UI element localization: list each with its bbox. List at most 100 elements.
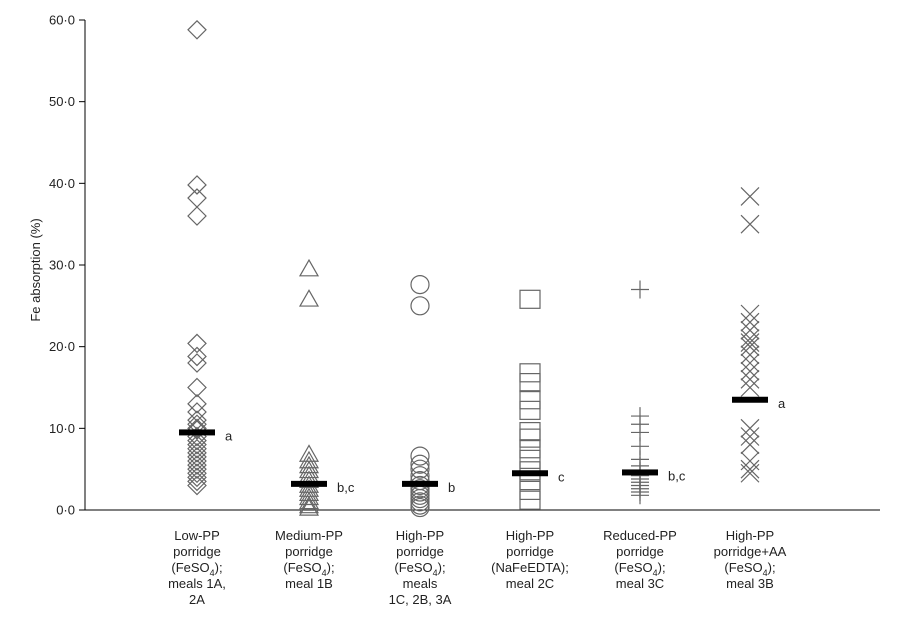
y-tick-label: 50·0 bbox=[49, 94, 75, 109]
category-label-line: porridge bbox=[173, 544, 221, 559]
square-marker bbox=[519, 363, 541, 383]
cross-marker bbox=[740, 337, 760, 357]
square-marker bbox=[519, 439, 541, 459]
category-label-line: Low-PP bbox=[174, 528, 220, 543]
diamond-marker bbox=[187, 467, 207, 488]
category-label-line: meal 2C bbox=[506, 576, 554, 591]
plus-marker bbox=[631, 280, 649, 299]
triangle-marker bbox=[298, 444, 320, 462]
diamond-marker bbox=[187, 333, 207, 354]
cross-marker bbox=[740, 186, 760, 206]
y-tick-label: 60·0 bbox=[49, 13, 75, 28]
data-points bbox=[187, 19, 760, 518]
median-bar bbox=[622, 469, 658, 476]
cross-marker bbox=[740, 214, 760, 234]
category-label-line: High-PP bbox=[396, 528, 444, 543]
y-axis-ticks: 0·0 10·0 20·0 30·0 40·0 50·0 60·0 bbox=[49, 13, 85, 518]
diamond-marker bbox=[187, 455, 207, 475]
median-bar bbox=[732, 396, 768, 403]
diamond-marker bbox=[187, 438, 207, 459]
cross-marker bbox=[740, 361, 760, 381]
square-marker bbox=[519, 422, 541, 442]
triangle-marker bbox=[298, 487, 320, 506]
diamond-marker bbox=[187, 475, 207, 496]
significance-letter: c bbox=[558, 469, 565, 484]
significance-letter: b bbox=[448, 480, 455, 495]
triangle-marker bbox=[298, 495, 320, 514]
diamond-marker bbox=[187, 393, 207, 414]
cross-marker bbox=[740, 312, 760, 332]
cross-marker bbox=[740, 418, 760, 438]
square-marker bbox=[519, 390, 541, 410]
triangle-marker bbox=[298, 498, 320, 516]
diamond-marker bbox=[187, 206, 207, 226]
cross-marker bbox=[740, 459, 760, 479]
y-tick-label: 30·0 bbox=[49, 258, 75, 273]
circle-marker bbox=[410, 296, 430, 316]
triangle-marker bbox=[298, 470, 320, 488]
cross-marker bbox=[740, 427, 760, 446]
y-tick-label: 40·0 bbox=[49, 176, 75, 191]
triangle-marker bbox=[298, 455, 320, 474]
cross-marker bbox=[740, 378, 760, 397]
category-label-line: 2A bbox=[189, 592, 205, 607]
cross-marker bbox=[740, 353, 760, 373]
circle-marker bbox=[410, 275, 430, 295]
triangle-marker bbox=[298, 450, 320, 469]
diamond-marker bbox=[187, 463, 207, 484]
category-label-line: meals bbox=[403, 576, 438, 591]
diamond-marker bbox=[187, 447, 207, 467]
square-marker bbox=[519, 490, 541, 510]
diamond-marker bbox=[187, 434, 207, 455]
category-label-line: High-PP bbox=[726, 528, 774, 543]
cross-marker bbox=[740, 435, 760, 455]
category-label-line: (FeSO4); bbox=[171, 560, 222, 578]
significance-letter: a bbox=[778, 396, 786, 411]
median-bar bbox=[291, 480, 327, 487]
diamond-marker bbox=[187, 175, 207, 195]
diamond-marker bbox=[187, 442, 207, 463]
diamond-marker bbox=[187, 377, 207, 398]
y-tick-label: 10·0 bbox=[49, 421, 75, 436]
triangle-marker bbox=[298, 258, 320, 277]
square-marker bbox=[519, 373, 541, 393]
category-label-line: meal 3C bbox=[616, 576, 664, 591]
category-label-line: High-PP bbox=[506, 528, 554, 543]
category-label-line: Reduced-PP bbox=[603, 528, 677, 543]
category-label-line: porridge+AA bbox=[714, 544, 787, 559]
category-label-line: (NaFeEDTA); bbox=[491, 560, 569, 575]
category-label-line: porridge bbox=[616, 544, 664, 559]
category-label-line: porridge bbox=[396, 544, 444, 559]
square-marker bbox=[519, 289, 541, 309]
median-bar bbox=[179, 429, 215, 436]
significance-letter: b,c bbox=[337, 480, 355, 495]
category-label-line: porridge bbox=[506, 544, 554, 559]
category-label-line: (FeSO4); bbox=[724, 560, 775, 578]
diamond-marker bbox=[187, 459, 207, 480]
square-marker bbox=[519, 449, 541, 469]
diamond-marker bbox=[187, 19, 207, 40]
diamond-marker bbox=[187, 418, 207, 439]
circle-marker bbox=[410, 454, 430, 474]
diamond-marker bbox=[187, 471, 207, 492]
diamond-marker bbox=[187, 410, 207, 431]
y-tick-label: 0·0 bbox=[56, 503, 75, 518]
category-label-line: porridge bbox=[285, 544, 333, 559]
y-tick-label: 20·0 bbox=[49, 339, 75, 354]
category-label-line: (FeSO4); bbox=[614, 560, 665, 578]
diamond-marker bbox=[187, 451, 207, 471]
cross-marker bbox=[740, 304, 760, 324]
triangle-marker bbox=[298, 491, 320, 510]
plus-marker bbox=[631, 486, 649, 505]
circle-marker bbox=[410, 471, 430, 491]
category-label-line: meal 1B bbox=[285, 576, 333, 591]
diamond-marker bbox=[187, 188, 207, 208]
circle-marker bbox=[410, 497, 430, 518]
cross-marker bbox=[740, 369, 760, 389]
category-label-line: (FeSO4); bbox=[283, 560, 334, 578]
chart-axes bbox=[84, 20, 880, 511]
square-marker bbox=[519, 480, 541, 500]
median-bar bbox=[512, 470, 548, 477]
cross-marker bbox=[740, 329, 760, 348]
